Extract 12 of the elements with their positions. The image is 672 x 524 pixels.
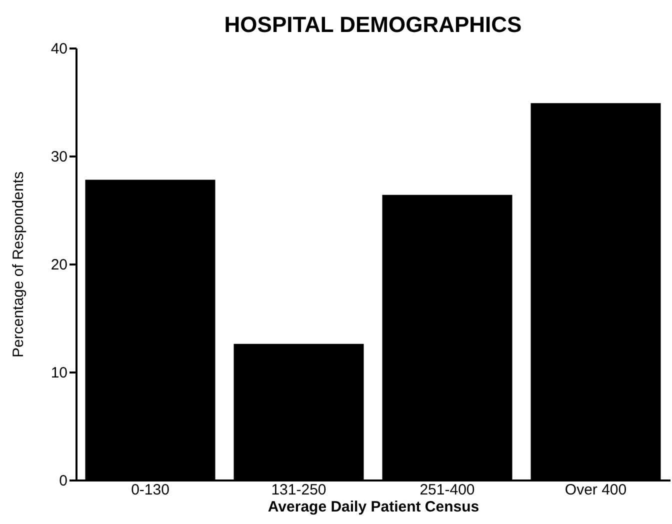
- chart-title: HOSPITAL DEMOGRAPHICS: [224, 12, 522, 37]
- x-tick-label: 0-130: [131, 482, 170, 498]
- x-axis-title: Average Daily Patient Census: [268, 498, 480, 516]
- y-axis-title: Percentage of Respondents: [10, 172, 27, 358]
- x-tick-label: 251-400: [420, 482, 475, 498]
- y-tick-label: 10: [50, 364, 68, 382]
- y-tick-label: 40: [50, 40, 68, 58]
- y-tick-label: 0: [59, 472, 68, 490]
- y-tick-label: 20: [50, 256, 68, 274]
- x-tick-label: 131-250: [271, 482, 326, 498]
- x-tick-label: Over 400: [564, 482, 627, 498]
- y-tick-label: 30: [50, 148, 68, 166]
